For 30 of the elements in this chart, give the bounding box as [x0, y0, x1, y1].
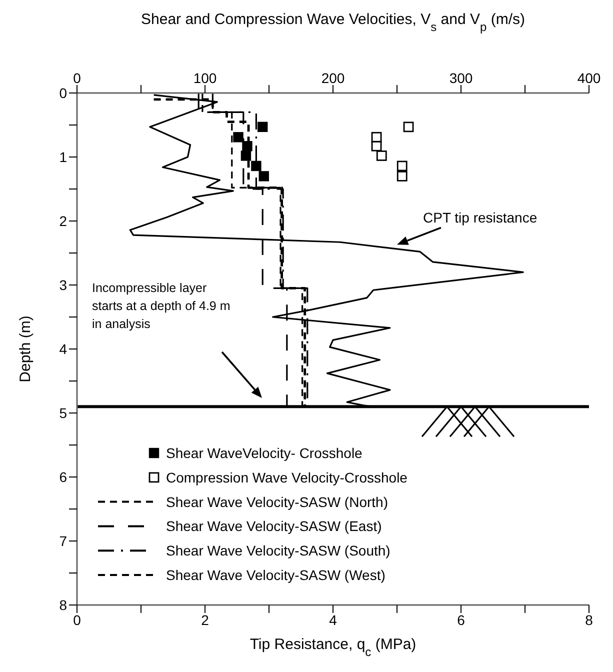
- x-tick-label: 8: [585, 612, 594, 628]
- y-tick-label: 1: [59, 148, 68, 165]
- y-tick-label: 6: [59, 468, 68, 485]
- legend-label: Shear WaveVelocity- Crosshole: [166, 445, 363, 461]
- y-tick-label: 5: [59, 404, 68, 421]
- x2-tick-label: 300: [449, 70, 473, 86]
- x-tick-label: 6: [457, 612, 466, 628]
- legend-label: Shear Wave Velocity-SASW (East): [166, 518, 382, 534]
- y-tick-label: 3: [59, 276, 68, 293]
- annotation: CPT tip resistance: [423, 210, 538, 226]
- y-tick-label: 7: [59, 532, 68, 549]
- annotation: Incompressible layer starts at a depth of 4.9 m in analysis: [92, 281, 230, 331]
- x2-tick-label: 400: [577, 70, 601, 86]
- x-tick-label: 2: [201, 612, 210, 628]
- x-tick-label: 4: [329, 612, 338, 628]
- legend-label: Compression Wave Velocity-Crosshole: [166, 469, 408, 486]
- y-tick-label: 2: [59, 212, 68, 229]
- legend-label: Shear Wave Velocity-SASW (North): [166, 494, 388, 510]
- legend-label: Shear Wave Velocity-SASW (West): [166, 567, 386, 583]
- y-tick-label: 8: [59, 596, 68, 613]
- x2-tick-label: 0: [73, 70, 82, 86]
- y-axis-title: Depth (m): [17, 316, 34, 382]
- y-tick-label: 0: [59, 84, 68, 101]
- legend-label: Shear Wave Velocity-SASW (South): [166, 542, 390, 559]
- x2-tick-label: 200: [321, 70, 345, 86]
- x2-tick-label: 100: [193, 70, 217, 86]
- x-tick-label: 0: [73, 612, 82, 628]
- y-tick-label: 4: [59, 340, 68, 357]
- x2-axis-title: Shear and Compression Wave Velocities, V$_{s}$ and V$_{p}$ (m/s): [141, 11, 525, 34]
- x-axis-title: Tip Resistance, q$_{c}$ (MPa): [250, 636, 416, 659]
